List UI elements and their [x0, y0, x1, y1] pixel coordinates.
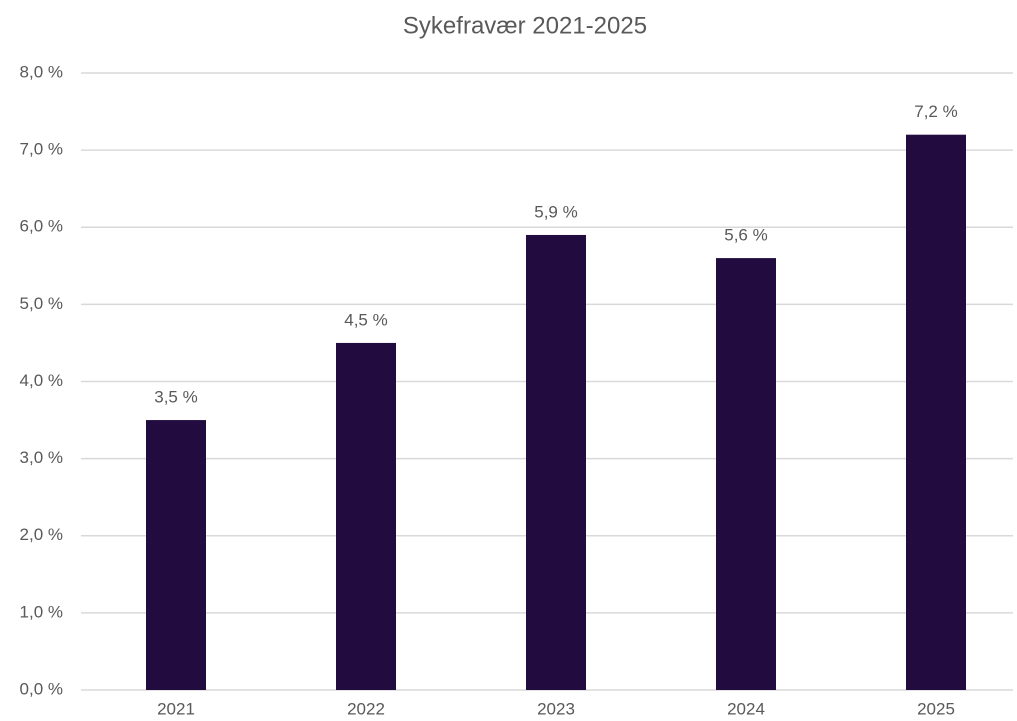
x-tick-label: 2021: [157, 699, 195, 718]
data-label: 5,6 %: [724, 226, 767, 245]
bar: [526, 234, 586, 690]
bar: [906, 134, 966, 690]
y-tick-label: 6,0 %: [20, 217, 63, 236]
y-tick-label: 3,0 %: [20, 448, 63, 467]
data-label: 3,5 %: [154, 388, 197, 407]
y-tick-label: 7,0 %: [20, 140, 63, 159]
y-tick-label: 5,0 %: [20, 294, 63, 313]
x-tick-label: 2023: [537, 699, 575, 718]
y-tick-label: 4,0 %: [20, 371, 63, 390]
bar: [146, 420, 206, 690]
data-label: 5,9 %: [534, 202, 577, 221]
data-label: 4,5 %: [344, 310, 387, 329]
bar: [716, 258, 776, 690]
x-tick-label: 2022: [347, 699, 385, 718]
y-tick-label: 2,0 %: [20, 525, 63, 544]
x-tick-label: 2024: [727, 699, 765, 718]
x-tick-label: 2025: [917, 699, 955, 718]
y-tick-label: 8,0 %: [20, 62, 63, 81]
bar: [336, 342, 396, 690]
chart-title: Sykefravær 2021-2025: [403, 12, 647, 39]
y-tick-label: 0,0 %: [20, 679, 63, 698]
y-tick-label: 1,0 %: [20, 602, 63, 621]
data-label: 7,2 %: [914, 102, 957, 121]
